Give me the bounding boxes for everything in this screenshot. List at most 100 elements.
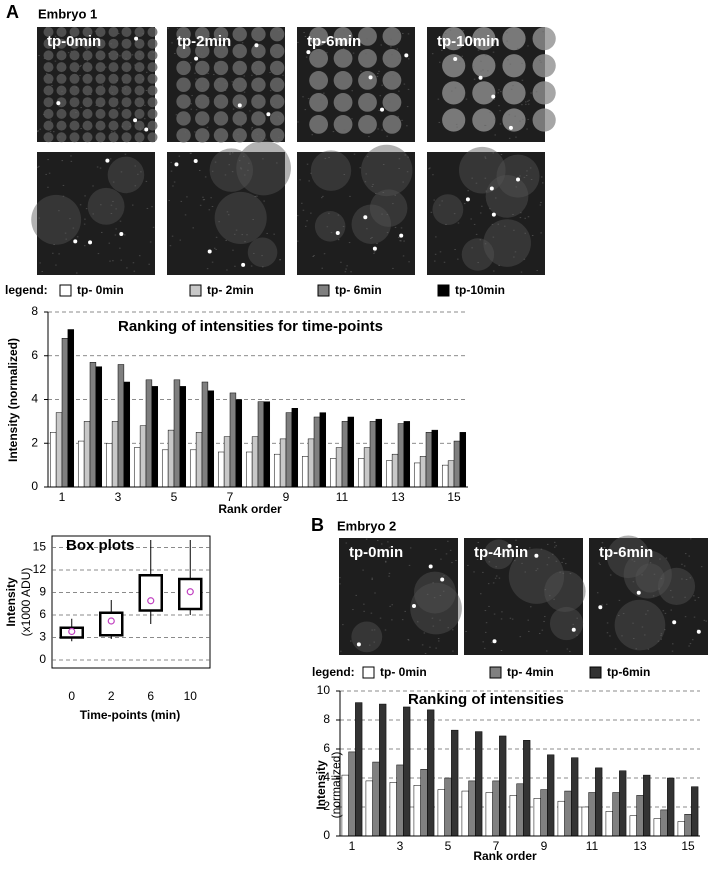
- noise: [95, 104, 98, 106]
- noise: [397, 116, 399, 118]
- noise: [323, 253, 326, 255]
- nucleus: [95, 62, 106, 73]
- noise: [368, 136, 370, 138]
- noise: [351, 118, 353, 120]
- bar: [285, 412, 293, 488]
- noise: [521, 79, 524, 81]
- noise: [307, 98, 310, 100]
- noise: [171, 42, 173, 44]
- spot: [672, 620, 677, 625]
- noise: [482, 641, 484, 643]
- noise: [119, 220, 122, 222]
- noise: [342, 225, 345, 227]
- noise: [54, 60, 57, 62]
- noise: [477, 29, 480, 31]
- y-tick-label: 9: [39, 585, 46, 599]
- y-tick-label: 0: [31, 479, 38, 493]
- noise: [176, 28, 179, 30]
- noise: [539, 204, 542, 206]
- noise: [342, 624, 344, 626]
- noise: [255, 74, 258, 76]
- nucleus-glow: [310, 150, 352, 191]
- noise: [622, 613, 625, 615]
- nucleus: [176, 111, 191, 126]
- noise: [416, 621, 419, 623]
- noise: [672, 643, 674, 645]
- bar: [133, 447, 141, 488]
- noise: [262, 266, 264, 268]
- nucleus: [56, 38, 67, 49]
- nucleus: [251, 128, 266, 143]
- noise: [49, 119, 52, 121]
- noise: [494, 134, 496, 136]
- nucleus: [56, 132, 67, 143]
- noise: [139, 129, 142, 131]
- noise: [43, 57, 46, 59]
- noise: [263, 200, 265, 202]
- spot: [478, 75, 483, 80]
- noise: [565, 563, 567, 565]
- noise: [632, 581, 635, 583]
- noise: [520, 554, 522, 556]
- noise: [218, 45, 221, 47]
- bar: [365, 780, 373, 837]
- y-tick-label: 4: [31, 392, 38, 406]
- noise: [305, 56, 308, 58]
- noise: [72, 227, 75, 229]
- noise: [278, 137, 280, 139]
- chart-title: Box plots: [66, 537, 134, 554]
- noise: [531, 235, 534, 237]
- spot: [254, 43, 259, 48]
- nucleus: [232, 111, 247, 126]
- legend-label: tp- 6min: [335, 283, 382, 297]
- nucleus: [472, 108, 496, 132]
- x-tick-label: 15: [681, 839, 695, 853]
- noise: [145, 180, 148, 182]
- noise: [112, 200, 114, 202]
- noise: [398, 158, 401, 160]
- nucleus: [56, 27, 67, 37]
- noise: [171, 235, 174, 237]
- noise: [433, 199, 435, 201]
- noise: [38, 217, 41, 219]
- noise: [457, 222, 460, 224]
- noise: [117, 33, 120, 35]
- spot: [636, 590, 641, 595]
- noise: [398, 236, 400, 238]
- nucleus: [333, 48, 353, 68]
- nucleus-glow: [107, 156, 145, 194]
- noise: [606, 622, 609, 624]
- bar: [279, 438, 287, 488]
- noise: [530, 92, 532, 94]
- noise: [173, 181, 176, 183]
- noise: [373, 641, 375, 643]
- noise: [92, 213, 95, 215]
- nucleus: [213, 27, 229, 42]
- noise: [515, 186, 518, 188]
- noise: [169, 245, 172, 247]
- noise: [407, 639, 409, 641]
- noise: [202, 199, 205, 201]
- noise: [204, 176, 207, 178]
- noise: [382, 191, 385, 193]
- noise: [444, 33, 447, 35]
- nucleus: [82, 62, 93, 73]
- bar: [468, 780, 476, 837]
- bar: [207, 390, 215, 488]
- x-tick-label: 13: [391, 490, 405, 504]
- noise: [391, 619, 393, 621]
- noise: [407, 33, 410, 35]
- bar: [307, 438, 315, 488]
- noise: [194, 131, 196, 133]
- noise: [530, 606, 532, 608]
- noise: [439, 594, 442, 596]
- noise: [148, 263, 150, 265]
- y-axis-label: (x1000 ADU): [19, 568, 33, 637]
- noise: [226, 269, 228, 271]
- noise: [254, 67, 257, 69]
- noise: [688, 645, 690, 647]
- bar: [235, 399, 243, 488]
- noise: [406, 125, 408, 127]
- noise: [424, 652, 427, 654]
- noise: [48, 172, 51, 174]
